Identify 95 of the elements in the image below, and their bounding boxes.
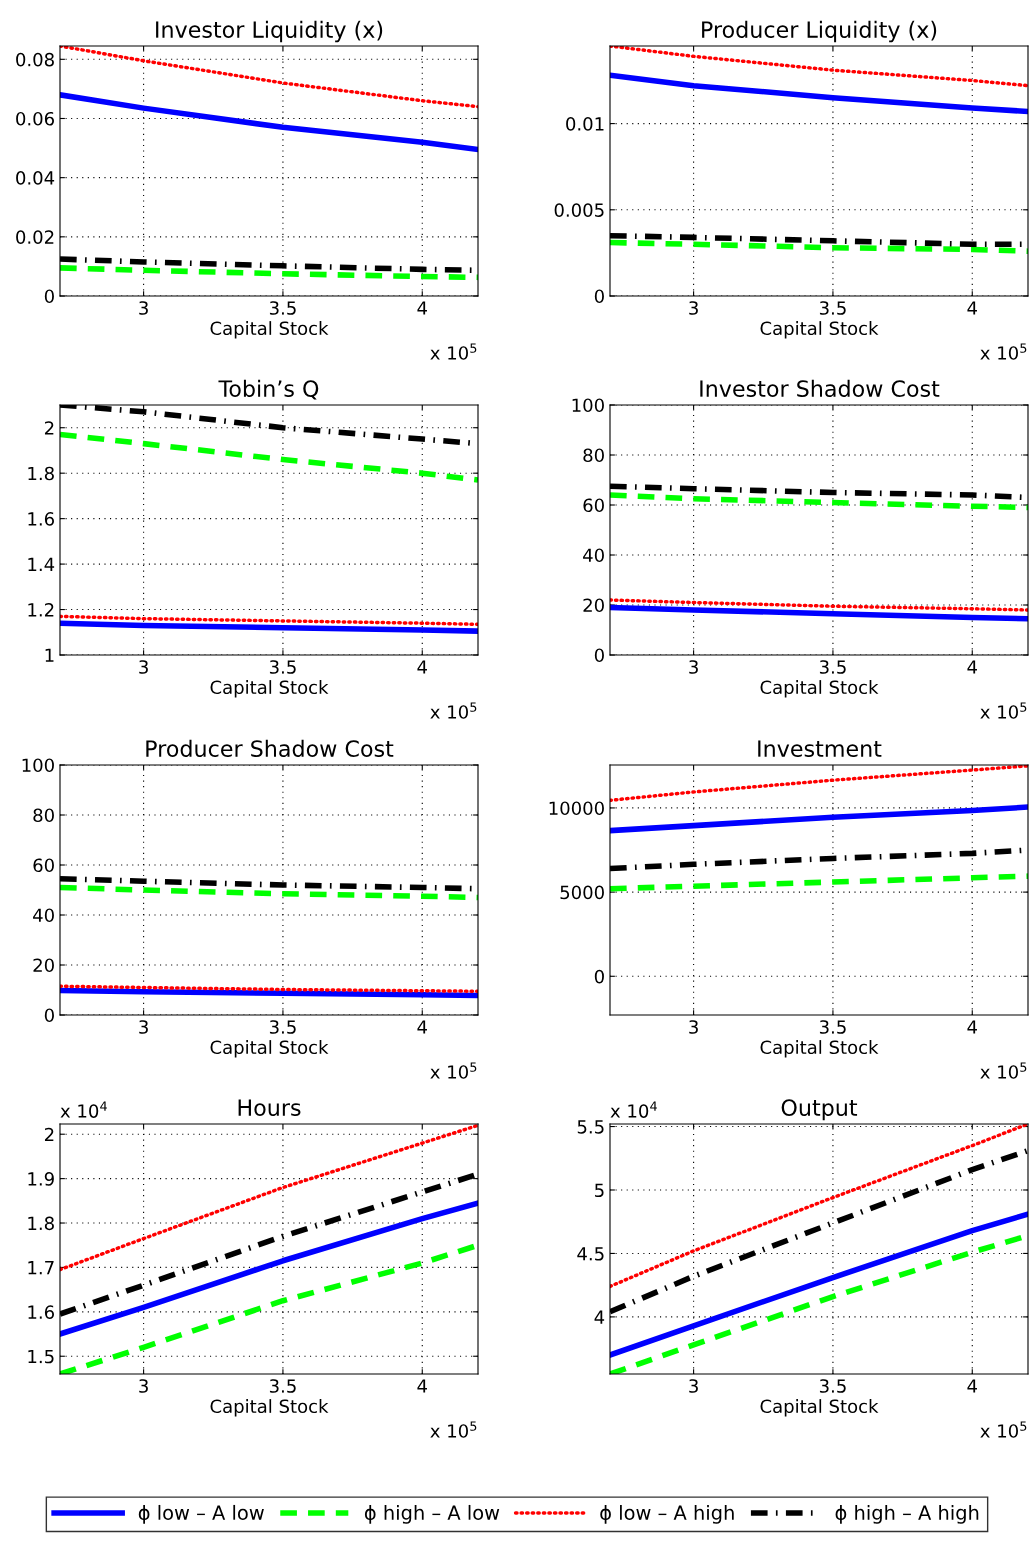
x-tick-label: 3	[139, 1379, 148, 1393]
y-tick-label: 0	[594, 289, 604, 304]
y-tick-label: 5	[595, 1183, 604, 1198]
y-tick-label: 5.5	[577, 1120, 604, 1134]
y-tick-label: 60	[583, 498, 604, 513]
chart-title: Investment	[758, 740, 882, 757]
x-axis-title: Capital Stock	[760, 1399, 879, 1417]
y-tick-label: 4.5	[577, 1247, 604, 1261]
y-tick-label: 4	[594, 1310, 605, 1324]
y-tick-label: 0	[44, 289, 54, 304]
x-tick-label: 4	[417, 301, 427, 315]
y-tick-label: 1.5	[28, 1349, 54, 1364]
legend-label: ϕ high – A low	[364, 1504, 500, 1524]
y-tick-label: 1.7	[28, 1261, 54, 1275]
y-tick-label: 0.01	[566, 117, 604, 131]
x-tick-label: 3	[689, 660, 698, 674]
line-series	[60, 614, 478, 627]
text: x 10$^{5}$	[980, 1421, 1027, 1438]
x-axis-title: Capital Stock	[210, 1399, 329, 1417]
y-tick-label: 0.005	[554, 203, 604, 217]
legend-label: ϕ high – A high	[835, 1504, 979, 1524]
y-tick-label: 20	[33, 958, 54, 973]
x-axis-title: Capital Stock	[210, 321, 329, 339]
chart-title: Producer Shadow Cost	[146, 739, 394, 757]
x-tick-label: 4	[417, 1379, 427, 1393]
text: x 10$^{5}$	[980, 343, 1027, 360]
x-tick-label: 3.5	[269, 1020, 296, 1034]
y-tick-label: 0	[594, 969, 604, 984]
y-tick-label: 1.8	[28, 1216, 54, 1231]
x-tick-label: 3	[689, 1020, 698, 1034]
chart-title: Investor Liquidity (x)	[156, 20, 383, 43]
y-tick-label: 1.6	[28, 512, 54, 526]
x-axis-title: Capital Stock	[760, 321, 879, 339]
x-tick-label: 4	[967, 301, 977, 315]
x-axis-title: Capital Stock	[210, 680, 329, 698]
chart-title: Output	[781, 1099, 858, 1121]
x-tick-label: 3	[139, 301, 148, 315]
y-tick-label: 40	[583, 548, 604, 563]
y-tick-label: 80	[33, 808, 54, 823]
x-axis-title: Capital Stock	[760, 680, 879, 698]
y-tick-label: 1	[45, 648, 54, 662]
text: x 10$^{5}$	[980, 702, 1027, 719]
line-series	[610, 598, 1028, 612]
legend-label: ϕ low – A high	[600, 1504, 734, 1524]
x-tick-label: 4	[417, 1020, 427, 1034]
x-tick-label: 4	[417, 660, 427, 674]
chart-title: Investor Shadow Cost	[700, 379, 940, 397]
text: x 10$^{5}$	[430, 343, 477, 360]
y-tick-label: 40	[33, 908, 54, 923]
x-tick-label: 3	[139, 1020, 148, 1034]
y-tick-label: 0	[44, 1008, 54, 1023]
legend-label: ϕ low – A low	[138, 1504, 264, 1524]
text: x 10$^{4}$	[60, 1101, 107, 1118]
chart-title: Hours	[238, 1099, 301, 1116]
y-tick-label: 0.04	[16, 171, 55, 185]
text: x 10$^{5}$	[430, 1421, 477, 1438]
y-tick-label: 5000	[560, 885, 604, 900]
x-tick-label: 3.5	[819, 660, 846, 674]
x-tick-label: 3	[139, 660, 148, 674]
text: x 10$^{4}$	[610, 1101, 657, 1118]
y-tick-label: 1.4	[28, 557, 55, 571]
x-tick-label: 3.5	[269, 301, 296, 315]
y-tick-label: 2	[44, 421, 54, 435]
y-tick-label: 1.2	[28, 603, 54, 617]
text: x 10$^{5}$	[980, 1062, 1027, 1079]
x-axis-title: Capital Stock	[760, 1040, 879, 1058]
x-tick-label: 3.5	[819, 1020, 846, 1034]
y-tick-label: 10000	[549, 801, 604, 816]
x-tick-label: 4	[967, 660, 977, 674]
x-tick-label: 4	[967, 1020, 977, 1034]
y-tick-label: 0.06	[16, 111, 54, 126]
chart-title: Producer Liquidity (x)	[702, 20, 937, 43]
x-tick-label: 3.5	[819, 301, 846, 315]
y-tick-label: 0.02	[16, 230, 54, 244]
y-tick-label: 0.08	[16, 52, 54, 67]
y-tick-label: 1.6	[28, 1305, 54, 1319]
y-tick-label: 100	[22, 758, 54, 773]
y-tick-label: 60	[33, 858, 54, 873]
y-tick-label: 80	[583, 448, 604, 463]
x-tick-label: 3	[689, 301, 698, 315]
x-tick-label: 3.5	[819, 1379, 846, 1393]
text: x 10$^{5}$	[430, 702, 477, 719]
y-tick-label: 1.8	[28, 466, 54, 481]
x-tick-label: 3	[689, 1379, 698, 1393]
x-tick-label: 3.5	[269, 660, 296, 674]
chart-title: Tobin’s Q	[218, 379, 319, 400]
x-tick-label: 3.5	[269, 1379, 296, 1393]
y-tick-label: 100	[572, 398, 604, 413]
y-tick-label: 0	[594, 648, 604, 663]
y-tick-label: 1.9	[28, 1172, 54, 1186]
x-axis-title: Capital Stock	[210, 1040, 329, 1058]
x-tick-label: 4	[967, 1379, 977, 1393]
y-tick-label: 20	[583, 598, 604, 613]
y-tick-label: 2	[44, 1127, 54, 1142]
text: x 10$^{5}$	[430, 1062, 477, 1079]
